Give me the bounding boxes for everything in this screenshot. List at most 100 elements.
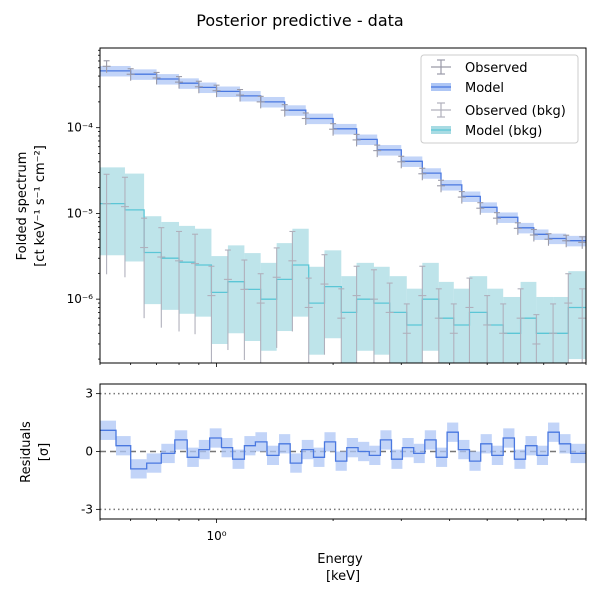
- spectrum-y-ticks: 10⁻⁶ 10⁻⁵ 10⁻⁴: [67, 49, 100, 360]
- residual-y-tick-label: 0: [85, 445, 93, 459]
- observed-point: [352, 133, 361, 147]
- observed-bkg-point: [256, 273, 265, 363]
- observed-bkg-point: [564, 273, 573, 363]
- model-bkg-band-segment: [244, 253, 261, 341]
- y-tick-label: 10⁻⁵: [67, 206, 94, 220]
- observed-bkg-point: [578, 288, 586, 363]
- observed-bkg-point: [418, 265, 427, 363]
- model-bkg-band-segment: [568, 271, 586, 360]
- model-bkg-band-segment: [144, 216, 162, 305]
- residuals-panel: -3 0 3 10⁰ Residuals [σ] Energy [keV]: [19, 383, 587, 584]
- model-bkg-band-segment: [161, 221, 180, 310]
- observed-point: [194, 80, 203, 94]
- x-tick-label: 10⁰: [207, 529, 227, 543]
- model-bkg-band-segment: [341, 276, 357, 363]
- observed-bkg-point: [272, 247, 281, 348]
- model-bkg-band-segment: [276, 243, 293, 332]
- model-bkg-band-segment: [292, 228, 309, 317]
- spectrum-ylabel-line2: [ct keV⁻¹ s⁻¹ cm⁻²]: [33, 145, 48, 267]
- observed-point: [280, 104, 289, 117]
- model-bkg-band-segment: [308, 266, 325, 355]
- residual-line: [100, 429, 586, 470]
- observed-point: [562, 234, 571, 248]
- legend-label-model-bkg: Model (bkg): [465, 124, 542, 139]
- legend-label-observed: Observed: [465, 61, 528, 76]
- model-bkg-band-segment: [503, 296, 521, 363]
- spectrum-panel: 10⁻⁶ 10⁻⁵ 10⁻⁴ Folded spectrum [ct keV⁻¹ s…: [15, 47, 587, 367]
- y-tick-label: 10⁻⁴: [67, 121, 94, 135]
- model-bkg-band-segment: [469, 276, 488, 363]
- model-bkg-band-segment: [373, 266, 390, 355]
- model-bkg-band-segment: [487, 288, 504, 363]
- observed-point: [513, 222, 522, 235]
- spectrum-axes-frame: [99, 47, 587, 364]
- observed-point: [397, 155, 406, 169]
- observed-bkg-point: [288, 230, 297, 332]
- observed-bkg-point: [240, 259, 249, 361]
- observed-bkg-point: [549, 303, 558, 363]
- legend-frame: [420, 54, 579, 144]
- legend-entry-model-bkg: Model (bkg): [431, 124, 542, 139]
- observed-bkg-point: [483, 295, 492, 363]
- legend-label-model: Model: [465, 81, 504, 96]
- residuals-ylabel-line2: [σ]: [37, 443, 52, 461]
- observed-point: [102, 60, 111, 73]
- observed-bkg-point: [337, 288, 346, 363]
- observed-bkg-point: [449, 303, 458, 363]
- residuals-y-ticks: -3 0 3: [81, 387, 100, 516]
- observed-bkg-point: [191, 233, 200, 335]
- observed-bkg-point: [532, 314, 541, 363]
- model-bkg-band-segment: [422, 262, 439, 351]
- model-bkg-band-segment: [124, 173, 145, 262]
- legend-entry-observed: Observed: [431, 59, 528, 76]
- legend-entry-observed-bkg: Observed (bkg): [431, 102, 566, 119]
- observed-point: [418, 167, 427, 181]
- model-bkg-band-segment: [100, 167, 125, 256]
- observed-point: [457, 191, 466, 204]
- observed-bkg-point: [369, 269, 378, 363]
- observed-point: [437, 179, 446, 193]
- observed-bkg-point: [434, 288, 443, 363]
- observed-bkg-point: [465, 277, 474, 363]
- model-bkg-band-segment: [406, 288, 423, 363]
- observed-point: [492, 212, 501, 225]
- observed-point: [476, 202, 485, 215]
- observed-bkg-point: [207, 265, 216, 363]
- observed-point: [126, 68, 135, 81]
- model-bkg-band-segment: [227, 245, 245, 334]
- observed-bkg-point: [304, 277, 313, 363]
- model-bkg-band-segment: [179, 225, 196, 314]
- observed-point: [373, 144, 382, 158]
- model-bkg-band-segment: [260, 262, 277, 351]
- model-bkg-band-segment: [324, 250, 342, 339]
- observed-bkg-point: [175, 230, 184, 332]
- model-bkg-band-segment: [195, 228, 212, 317]
- model-bkg-band-segment: [536, 296, 554, 363]
- observed-bkg-point: [223, 249, 232, 351]
- residual-y-tick-label: -3: [81, 502, 93, 516]
- residual-y-tick-label: 3: [85, 387, 93, 401]
- x-axis-label-line2: [keV]: [326, 569, 360, 584]
- observed-point: [152, 71, 161, 85]
- model-bkg-band-segment: [438, 281, 454, 363]
- observed-bkg-point: [102, 173, 111, 275]
- observed-point: [236, 89, 245, 102]
- residuals-ylabel-line1: Residuals: [19, 421, 34, 483]
- x-axis-label-line1: Energy: [317, 552, 363, 567]
- model-bkg-band-segment: [389, 276, 407, 363]
- observed-bkg-point: [320, 254, 329, 355]
- observed-bkg-point: [352, 265, 361, 363]
- y-tick-label: 10⁻⁶: [67, 292, 94, 306]
- observed-bkg-point: [385, 282, 394, 363]
- observed-point: [529, 228, 538, 242]
- figure-title: Posterior predictive - data: [196, 11, 403, 30]
- residuals-marks: [100, 392, 586, 511]
- model-bkg-band-segment: [520, 281, 537, 363]
- observed-bkg-point: [516, 288, 525, 363]
- spectrum-marks: [100, 60, 586, 363]
- model-bkg-band-segment: [211, 256, 228, 344]
- observed-bkg-point: [157, 227, 166, 328]
- legend: Observed Model Observed (bkg) Model (bkg…: [420, 54, 579, 144]
